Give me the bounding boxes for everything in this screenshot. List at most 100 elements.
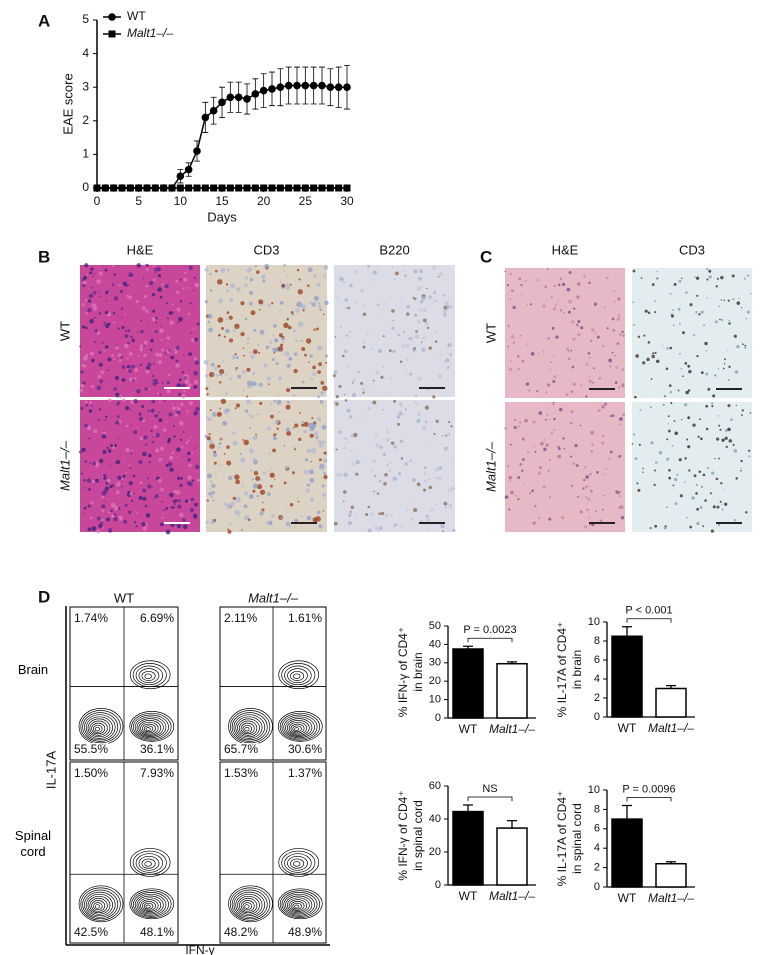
cell (519, 335, 522, 337)
cell (267, 426, 272, 431)
cell (89, 271, 93, 275)
cell (507, 325, 510, 327)
cell (157, 392, 160, 396)
cell (175, 279, 179, 283)
cell (110, 502, 116, 508)
cell (367, 528, 372, 533)
cell (143, 435, 148, 440)
cell (537, 471, 542, 476)
cell (605, 474, 607, 476)
cell (304, 508, 306, 510)
cell (654, 300, 657, 303)
row-heading: WT (57, 321, 72, 341)
cell (182, 431, 185, 433)
cell (588, 379, 592, 384)
cell (589, 473, 592, 476)
cell (551, 326, 555, 330)
cell (319, 308, 323, 312)
cell (536, 278, 539, 282)
cell (160, 457, 163, 461)
cell (117, 353, 122, 358)
cell (250, 354, 255, 359)
cell (120, 307, 124, 310)
x-tick-label: Malt1–/– (648, 721, 694, 735)
cell (136, 427, 139, 429)
significance-label: P < 0.001 (625, 605, 672, 617)
x-tick-label: 15 (215, 194, 229, 208)
cell (262, 501, 264, 504)
cell (700, 310, 704, 314)
cell (132, 420, 135, 422)
cell (403, 270, 405, 273)
cell (210, 480, 213, 483)
cell (378, 512, 382, 516)
cell (382, 302, 386, 305)
cell (216, 411, 222, 417)
cell (261, 275, 266, 280)
cell (139, 363, 143, 367)
marker (176, 172, 185, 181)
y-tick-label: 8 (594, 803, 600, 815)
cell (301, 339, 304, 342)
cell (391, 266, 395, 269)
cell (437, 275, 440, 278)
cell (443, 361, 446, 364)
cell (412, 296, 415, 299)
cell (698, 418, 701, 421)
cell (618, 495, 621, 497)
cell (738, 297, 740, 299)
cell (609, 450, 613, 454)
cell (311, 417, 314, 420)
cell (512, 341, 516, 344)
marker (243, 184, 251, 192)
cell (696, 294, 699, 297)
cell (271, 302, 274, 305)
cell (673, 477, 678, 482)
cell (332, 374, 336, 378)
cell (576, 324, 579, 327)
cell (281, 283, 286, 288)
cell (173, 435, 176, 438)
x-tick-label: 25 (299, 194, 313, 208)
cell (552, 355, 554, 358)
cell (613, 290, 616, 292)
cell (407, 337, 410, 341)
cell (152, 374, 155, 378)
cell (87, 427, 91, 430)
cell (255, 265, 257, 267)
cell (316, 282, 321, 288)
y-tick-label: 40 (429, 638, 441, 650)
cell (225, 328, 230, 334)
cell (642, 361, 646, 365)
x-tick-label: 0 (94, 194, 101, 208)
cell (714, 320, 718, 324)
cell (570, 422, 573, 425)
cell (445, 358, 450, 363)
cell (270, 414, 274, 419)
cell (141, 405, 145, 408)
cell (106, 446, 109, 450)
contour (231, 889, 268, 920)
cell (696, 521, 700, 526)
cell (292, 313, 295, 316)
cell (362, 420, 365, 422)
cell (285, 404, 291, 410)
cell (605, 468, 608, 470)
contour (229, 887, 271, 921)
cell (207, 320, 211, 324)
cell (118, 507, 121, 511)
cell (718, 305, 721, 308)
cell (103, 348, 106, 350)
cell (526, 343, 529, 346)
cell (227, 528, 230, 531)
cell (388, 469, 392, 473)
cell (114, 505, 119, 511)
cell (247, 414, 250, 417)
cell (349, 283, 353, 288)
cell (306, 483, 311, 487)
cell (666, 347, 669, 350)
cell (115, 392, 120, 398)
cell (650, 441, 654, 445)
cell (257, 343, 260, 346)
cell (142, 496, 147, 501)
